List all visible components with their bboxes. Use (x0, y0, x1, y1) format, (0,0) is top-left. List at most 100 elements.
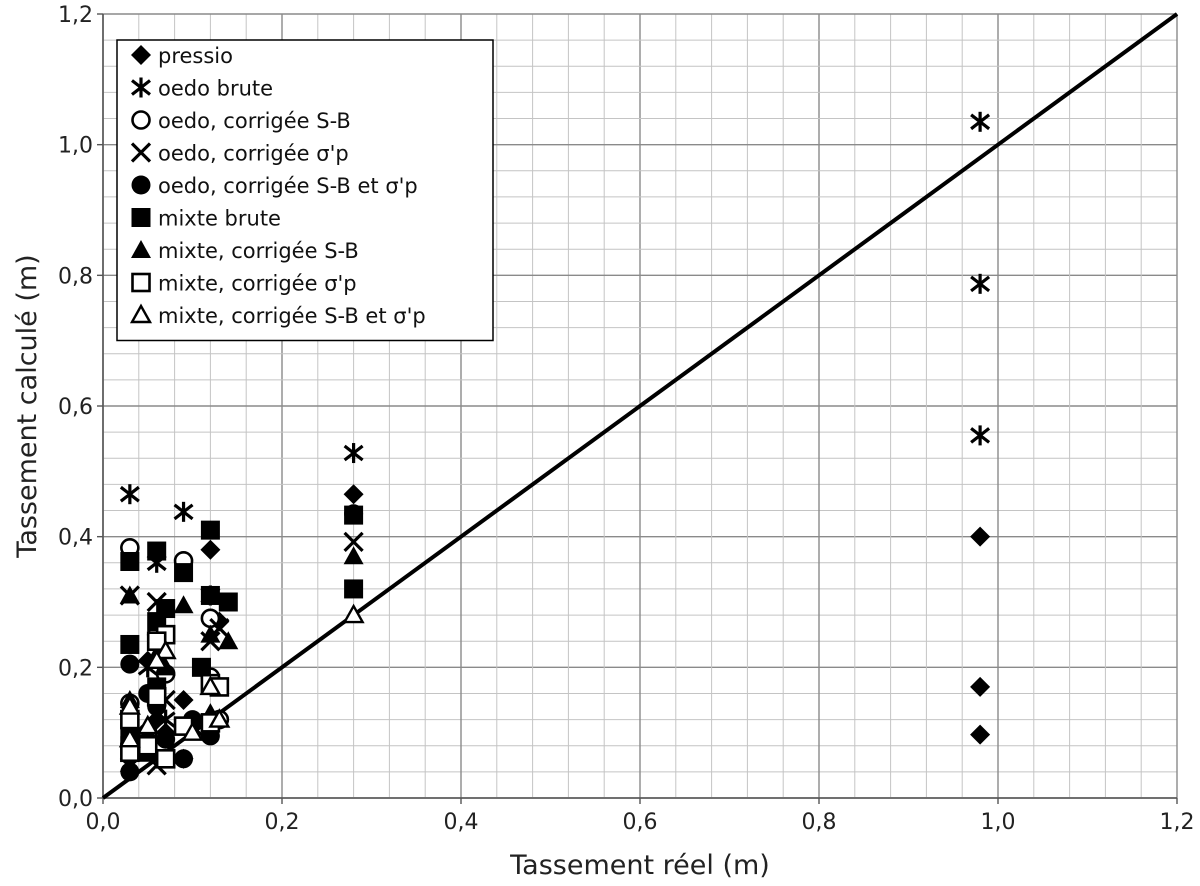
legend-label: pressio (158, 44, 233, 68)
legend-item: mixte, corrigée σ'p (131, 272, 357, 296)
asterisk-stroke (970, 113, 991, 131)
asterisk-stroke (119, 485, 140, 503)
legend-label: oedo brute (158, 77, 273, 101)
tick-labels: 0,0 0,2 0,4 0,6 0,8 1,0 1,2 0,0 0,2 0,4 0,6 0,8 1,0 1… (58, 3, 1195, 835)
square-point (120, 551, 140, 571)
y-axis-title: Tassement calculé (m) (12, 254, 43, 558)
legend-marker-diamond (131, 45, 151, 65)
legend-label: mixte, corrigée σ'p (158, 272, 357, 296)
triangle-point (343, 546, 364, 565)
y-tick-label: 0,0 (58, 787, 93, 812)
x-point (343, 531, 364, 553)
legend-marker-triangle-open (129, 303, 153, 324)
triangle-point (218, 631, 239, 650)
diamond-point (200, 539, 221, 560)
circle-point (120, 654, 140, 674)
asterisk-stroke (155, 711, 176, 728)
legend-item: mixte, corrigée S-B (131, 239, 359, 263)
x-tick-label: 0,8 (802, 810, 837, 835)
x-tick-label: 1,0 (981, 810, 1016, 835)
legend-item: mixte brute (131, 207, 281, 231)
square-point (200, 520, 220, 540)
triangle-open-point (145, 649, 168, 669)
legend: pressio oedo brute oedo, corrigée S-B oedo,… (116, 39, 494, 342)
legend-label: mixte, corrigée S-B et σ'p (158, 304, 426, 328)
triangle-open-point (136, 714, 159, 735)
legend-label: oedo, corrigée S-B et σ'p (158, 174, 418, 198)
y-tick-label: 0,6 (58, 395, 93, 420)
square-point (120, 634, 140, 654)
legend-marker-asterisk (131, 77, 151, 98)
triangle-point (200, 624, 221, 643)
circle-point (120, 762, 140, 782)
square-point (200, 585, 220, 605)
legend-label: oedo, corrigée S-B (158, 109, 351, 133)
legend-label: mixte, corrigée S-B (158, 239, 359, 263)
y-tick-label: 1,0 (58, 134, 93, 159)
diamond-point (970, 676, 991, 697)
asterisk-stroke (173, 503, 194, 521)
triangle-open-point (342, 603, 365, 624)
data-points (118, 111, 991, 782)
y-tick-label: 0,4 (58, 526, 93, 551)
x-stroke (343, 531, 364, 553)
square-point (174, 563, 194, 583)
asterisk-stroke (970, 427, 991, 444)
legend-box (116, 39, 494, 342)
triangle-point (173, 595, 194, 614)
circle-point (156, 729, 176, 749)
legend-marker-circle (131, 175, 151, 195)
reference-line-group (101, 12, 1179, 800)
x-stroke (130, 142, 152, 163)
triangle-point (119, 585, 140, 604)
x-tick-label: 0,0 (86, 810, 121, 835)
square-open-point (137, 735, 158, 756)
x-tick-label: 1,2 (1160, 810, 1195, 835)
triangle-open-point (208, 708, 231, 728)
legend-label: mixte brute (158, 207, 281, 231)
asterisk-point (119, 484, 140, 505)
axes (97, 13, 1178, 804)
x-tick-label: 0,4 (444, 810, 479, 835)
legend-marker-square-open (131, 272, 151, 293)
asterisk-point (343, 443, 364, 464)
legend-item: oedo brute (131, 77, 273, 101)
triangle-open-point (118, 727, 141, 748)
square-point (344, 505, 364, 525)
y-tick-label: 1,2 (58, 3, 93, 28)
asterisk-point (970, 273, 991, 294)
square-point (218, 592, 238, 612)
square-open-point (155, 748, 176, 769)
triangle-open-point (199, 675, 222, 696)
legend-marker-square (131, 208, 151, 227)
square-point (147, 541, 167, 561)
asterisk-stroke (131, 79, 151, 96)
square-point (191, 657, 211, 677)
y-tick-label: 0,2 (58, 656, 93, 681)
circle-point (174, 749, 194, 769)
diamond-point (970, 526, 991, 547)
legend-label: oedo, corrigée σ'p (158, 142, 349, 166)
legend-item: oedo, corrigée S-B (131, 109, 351, 133)
legend-marker-x (130, 142, 152, 163)
x-tick-label: 0,2 (265, 810, 300, 835)
asterisk-point (970, 111, 991, 132)
asterisk-point (970, 425, 991, 446)
legend-marker-triangle (131, 240, 151, 258)
legend-item: oedo, corrigée S-B et σ'p (131, 174, 418, 198)
diamond-point (173, 690, 194, 710)
triangle-open-point (181, 721, 204, 741)
legend-item: mixte, corrigée S-B et σ'p (129, 303, 426, 328)
diamond-point (970, 724, 991, 745)
reference-line (101, 12, 1179, 800)
triangle-open-point (154, 639, 177, 660)
y-tick-label: 0,8 (58, 264, 93, 289)
legend-item: oedo, corrigée σ'p (130, 142, 349, 166)
series-triangle-open (118, 603, 365, 748)
legend-item: pressio (131, 44, 233, 68)
triangle-open-point (118, 695, 141, 715)
series-diamond (119, 484, 991, 769)
diamond-point (343, 484, 364, 505)
asterisk-stroke (343, 444, 364, 462)
